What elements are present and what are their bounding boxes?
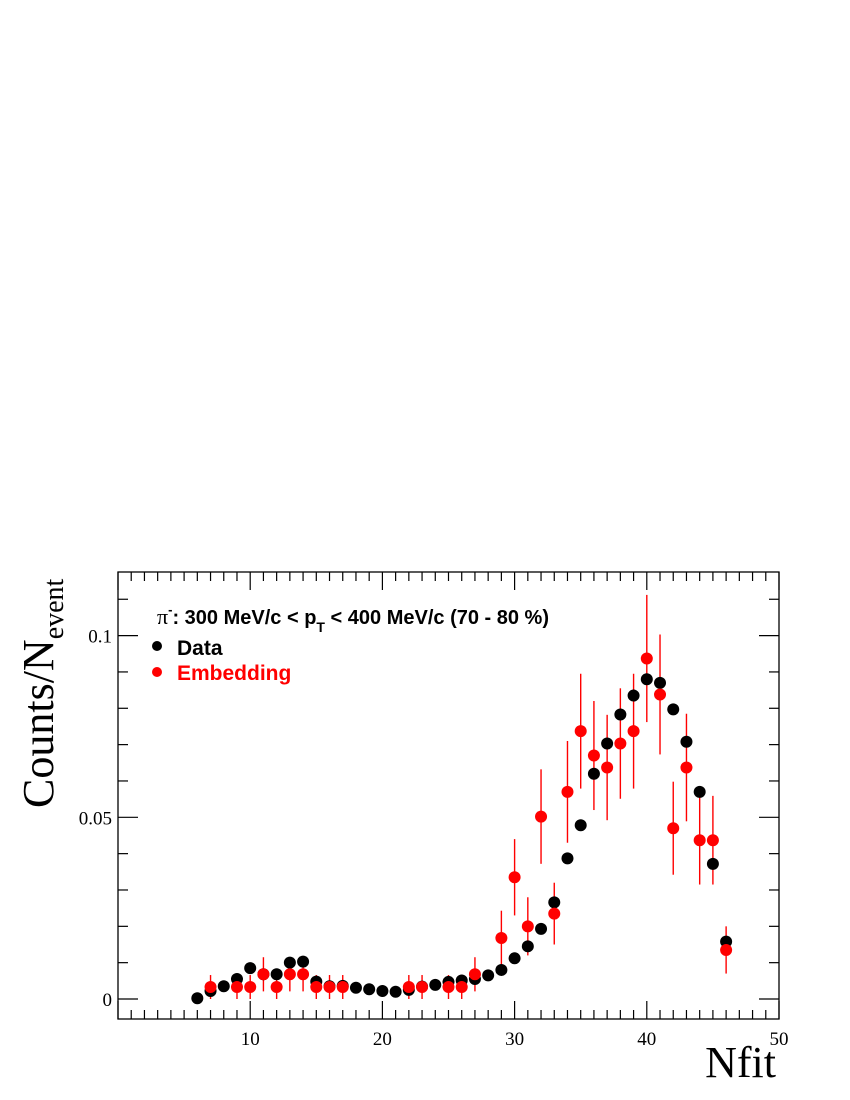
data-point-data <box>680 735 693 748</box>
annotation-particle: π <box>157 604 168 629</box>
data-point-data <box>429 978 442 991</box>
data-point-data <box>720 935 733 948</box>
data-point-data <box>706 857 719 870</box>
svg-text:Counts/Nevent: Counts/Nevent <box>14 578 70 808</box>
data-point-embedding <box>706 834 719 847</box>
data-point-data <box>667 703 680 716</box>
data-point-data <box>548 896 561 909</box>
data-point-embedding <box>508 871 521 884</box>
axis-ticks <box>117 572 780 1019</box>
x-axis-title: Nfit <box>705 1038 776 1087</box>
y-tick-label: 0.1 <box>88 627 112 648</box>
data-point-embedding <box>204 981 217 994</box>
legend: Data Embedding <box>152 637 291 685</box>
x-tick-label: 20 <box>373 1029 392 1050</box>
data-point-embedding <box>535 810 548 823</box>
data-point-embedding <box>244 981 257 994</box>
data-point-data <box>574 819 587 832</box>
data-point-data <box>349 981 362 994</box>
data-point-embedding <box>455 981 468 994</box>
data-point-embedding <box>402 981 415 994</box>
x-tick-label: 50 <box>770 1029 789 1050</box>
data-point-embedding <box>323 981 336 994</box>
data-point-embedding <box>442 981 455 994</box>
data-point-embedding <box>640 652 653 665</box>
annotation-text: : 300 MeV/c < p <box>172 607 316 629</box>
data-point-embedding <box>283 968 296 981</box>
data-point-data <box>521 940 534 953</box>
data-point-data <box>363 983 376 996</box>
data-point-data <box>376 985 389 998</box>
data-point-embedding <box>693 834 706 847</box>
data-point-embedding <box>230 981 243 994</box>
data-point-data <box>508 952 521 965</box>
data-point-embedding <box>257 968 270 981</box>
data-point-data <box>270 968 283 981</box>
data-point-data <box>693 785 706 798</box>
data-point-data <box>283 956 296 969</box>
data-point-embedding <box>495 931 508 944</box>
data-point-data <box>614 708 627 721</box>
data-point-data <box>244 962 257 975</box>
annotation-subscript: T <box>316 619 325 635</box>
data-point-data <box>191 992 204 1005</box>
data-point-embedding <box>310 981 323 994</box>
data-point-data <box>297 955 310 968</box>
data-point-embedding <box>720 943 733 956</box>
data-point-embedding <box>667 822 680 835</box>
legend-label-embedding: Embedding <box>177 662 291 685</box>
data-point-data <box>535 922 548 935</box>
legend-marker-embedding <box>152 667 162 677</box>
data-point-embedding <box>297 968 310 981</box>
data-points <box>191 652 733 1005</box>
legend-label-data: Data <box>177 637 223 660</box>
data-point-data <box>601 737 614 750</box>
data-point-data <box>587 767 600 780</box>
data-point-data <box>482 969 495 982</box>
y-axis-title: Counts/Nevent <box>14 578 70 808</box>
axis-tick-labels: 10 20 30 40 50 0 0.05 0.1 <box>79 627 789 1050</box>
data-point-embedding <box>336 981 349 994</box>
data-point-data <box>654 676 667 689</box>
data-point-embedding <box>587 749 600 762</box>
data-point-embedding <box>521 920 534 933</box>
y-axis-title-main: Counts/N <box>14 639 63 808</box>
data-point-embedding <box>627 725 640 738</box>
data-point-embedding <box>680 761 693 774</box>
data-point-embedding <box>601 761 614 774</box>
x-tick-label: 10 <box>241 1029 260 1050</box>
data-point-embedding <box>270 981 283 994</box>
data-point-embedding <box>654 688 667 701</box>
annotation-charge: - <box>168 602 172 617</box>
y-tick-label: 0 <box>103 990 113 1011</box>
data-point-data <box>495 963 508 976</box>
x-tick-label: 30 <box>505 1029 524 1050</box>
data-point-data <box>640 673 653 686</box>
legend-marker-data <box>152 641 162 651</box>
data-point-embedding <box>548 907 561 920</box>
data-point-embedding <box>614 737 627 750</box>
y-tick-label: 0.05 <box>79 808 112 829</box>
data-point-data <box>217 980 230 993</box>
data-point-data <box>627 689 640 702</box>
data-point-embedding <box>561 785 574 798</box>
data-point-embedding <box>416 981 429 994</box>
annotation-text-end: < 400 MeV/c (70 - 80 %) <box>325 607 549 629</box>
data-point-embedding <box>468 968 481 981</box>
data-point-embedding <box>574 725 587 738</box>
kinematic-cut-annotation: π-: 300 MeV/c < pT < 400 MeV/c (70 - 80 … <box>157 602 549 635</box>
x-tick-label: 40 <box>637 1029 656 1050</box>
data-point-data <box>561 852 574 865</box>
y-axis-title-subscript: event <box>39 578 70 639</box>
data-point-data <box>389 985 402 998</box>
